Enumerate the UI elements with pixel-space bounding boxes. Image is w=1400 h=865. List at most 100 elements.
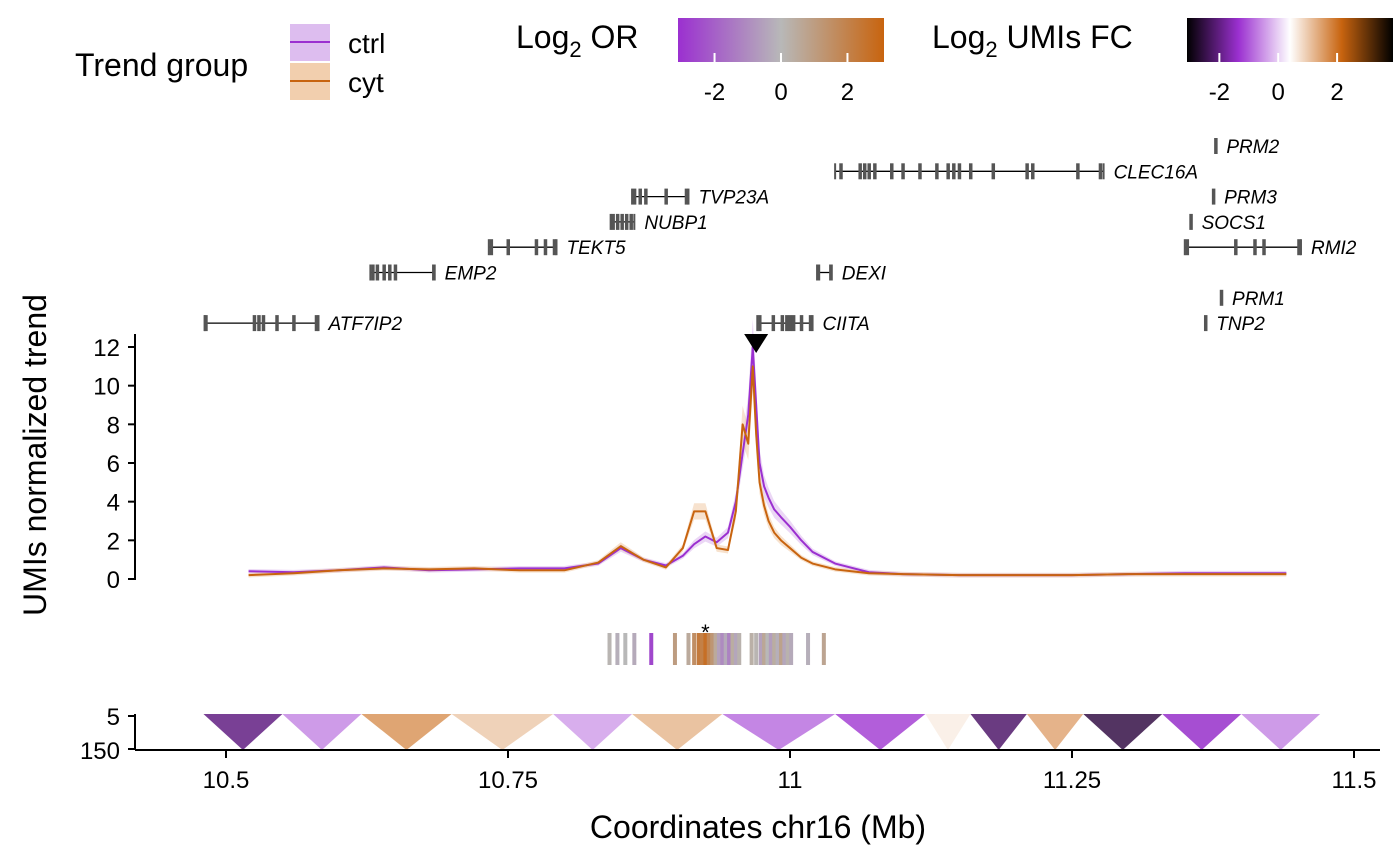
colorbar-or-tick-label: -2 (704, 79, 725, 106)
y-tick-label: 2 (107, 528, 120, 555)
trend-plot: UMIs normalized trend 0 2 4 6 8 10 12 (17, 294, 1287, 616)
gene-label: PRM2 (1226, 137, 1279, 158)
gene-exon (624, 213, 629, 230)
or-track: * (607, 620, 826, 665)
heatmap-cell (1162, 714, 1242, 750)
gene-exon (638, 188, 642, 205)
x-ticks: 10.5 10.75 11 11.25 11.5 (203, 750, 1376, 794)
gene-exon (1185, 239, 1190, 256)
heatmap-cell (970, 714, 1027, 750)
gene-exon (858, 163, 862, 180)
heatmap-cell (361, 714, 452, 750)
gene-exon (957, 163, 962, 180)
gene-exon (684, 188, 689, 205)
or-bin (713, 633, 718, 665)
gene-nubp1: NUBP1 (609, 213, 708, 234)
or-bin (737, 633, 742, 665)
line-cyt (248, 365, 1287, 577)
gene-exon (799, 315, 804, 332)
heatmap-cell (632, 714, 723, 750)
or-bin (692, 633, 697, 665)
gene-exon (292, 315, 296, 332)
gene-label: TEKT5 (567, 238, 627, 259)
y-axis-label: UMIs normalized trend (17, 294, 53, 616)
gene-exon (620, 213, 624, 230)
gene-exon (552, 239, 557, 256)
or-bin (703, 633, 708, 665)
or-bin (723, 633, 728, 665)
heatmap-cell (835, 714, 926, 750)
or-bin (727, 633, 732, 665)
or-bin (772, 633, 777, 665)
heatmap-track: 5 150 (80, 704, 1321, 765)
or-bin (696, 633, 701, 665)
or-bin (768, 633, 773, 665)
gene-tvp23a: TVP23A (631, 188, 769, 209)
y-tick-label: 8 (107, 412, 120, 439)
gene-exon (808, 315, 813, 332)
or-bin (749, 633, 754, 665)
gene-exon (1262, 239, 1266, 256)
gene-dexi: DEXI (816, 264, 887, 285)
gene-exon (1214, 138, 1218, 154)
or-bin (632, 633, 637, 665)
band-cyt (248, 340, 1287, 578)
gene-exon (371, 264, 375, 281)
gene-exon (615, 213, 620, 230)
legend: Trend group ctrl cyt (75, 24, 385, 100)
heatmap (203, 714, 1321, 750)
gene-exon (204, 315, 208, 332)
gene-exon (1189, 213, 1193, 230)
gene-clec16a: CLEC16A (834, 162, 1198, 183)
x-axis-label: Coordinates chr16 (Mb) (590, 809, 926, 845)
gene-prm3: PRM3 (1211, 188, 1277, 209)
gene-exon (489, 239, 494, 256)
gene-track: PRM2 CLEC16A TVP23A PRM3 NUBP1 SOCS1 TEKT5 RMI2… (203, 137, 1357, 335)
heatmap-label-bottom: 150 (80, 738, 120, 765)
gene-exon (862, 163, 867, 180)
gene-label: CIITA (823, 314, 870, 335)
heatmap-cell (1026, 714, 1084, 750)
gene-exon (901, 163, 905, 180)
gene-exon (788, 315, 792, 332)
x-tick-label: 10.5 (203, 767, 250, 794)
y-tick-label: 10 (93, 374, 120, 401)
x-axis: 10.5 10.75 11 11.25 11.5 Coordinates chr16 (… (135, 749, 1380, 845)
gene-exon (952, 163, 956, 180)
gene-exon (1025, 163, 1029, 180)
colorbar-fc-gradient (1187, 18, 1393, 62)
gene-exon (611, 213, 615, 230)
significance-star: * (701, 620, 710, 645)
or-bin (821, 633, 826, 665)
colorbar-fc-tick-label: 0 (1272, 79, 1285, 106)
legend-label-cyt: cyt (348, 67, 384, 98)
or-bin (806, 633, 811, 665)
gene-prm2: PRM2 (1214, 137, 1280, 158)
heatmap-cell (722, 714, 836, 750)
gene-ciita: CIITA (756, 314, 870, 335)
x-tick-label: 11 (778, 767, 803, 794)
gene-exon (534, 239, 539, 256)
gene-exon (1297, 239, 1301, 256)
gene-exon (629, 213, 633, 230)
gene-rmi2: RMI2 (1183, 238, 1357, 259)
gene-exon (257, 315, 261, 332)
or-bin (649, 633, 654, 665)
or-bin (754, 633, 759, 665)
colorbar-or-tick-label: 0 (774, 79, 787, 106)
colorbar-fc-tick-label: -2 (1209, 79, 1230, 106)
or-bin (765, 633, 770, 665)
heatmap-cell (451, 714, 554, 750)
gene-exon (890, 163, 894, 180)
colorbar-or-ticks: -2 0 2 (704, 53, 854, 106)
colorbar-fc-tick-label: 2 (1330, 79, 1343, 106)
gene-exon (816, 264, 821, 281)
colorbar-or: Log2 OR -2 0 2 (516, 18, 884, 106)
y-ticks: 0 2 4 6 8 10 12 (93, 335, 135, 594)
x-tick-label: 11.25 (1043, 767, 1101, 794)
gene-exon (991, 163, 996, 180)
viewpoint-marker (744, 334, 769, 353)
gene-label: RMI2 (1311, 238, 1357, 259)
band-ctrl (248, 319, 1287, 578)
